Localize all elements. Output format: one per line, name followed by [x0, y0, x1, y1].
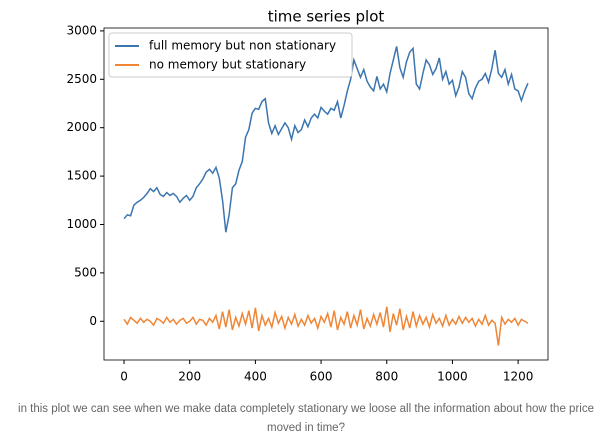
y-tick-label: 2500 — [66, 72, 97, 86]
chart-title: time series plot — [268, 8, 385, 26]
x-tick-label: 1000 — [437, 370, 468, 384]
x-tick-label: 800 — [375, 370, 398, 384]
legend-box — [108, 32, 353, 78]
legend-label: full memory but non stationary — [149, 39, 336, 53]
series-line — [123, 306, 529, 346]
x-tick-label: 200 — [178, 370, 201, 384]
caption: in this plot we can see when we make dat… — [18, 403, 594, 434]
series-line — [123, 46, 529, 233]
x-tick-label: 600 — [310, 370, 333, 384]
y-tick-label: 500 — [74, 265, 97, 279]
x-tick-label: 400 — [244, 370, 267, 384]
y-tick-label: 1000 — [66, 217, 97, 231]
y-tick-label: 1500 — [66, 169, 97, 183]
x-tick-label: 0 — [120, 370, 128, 384]
chart: time series plot 0 200 400 600 800 1000 1200 0 5… — [66, 8, 549, 384]
plot-frame — [103, 27, 549, 361]
y-tick-label: 2000 — [66, 120, 97, 134]
x-tick-label: 1200 — [503, 370, 534, 384]
y-tick-label: 3000 — [66, 23, 97, 37]
legend-label: no memory but stationary — [149, 58, 306, 72]
y-tick-label: 0 — [89, 314, 97, 328]
